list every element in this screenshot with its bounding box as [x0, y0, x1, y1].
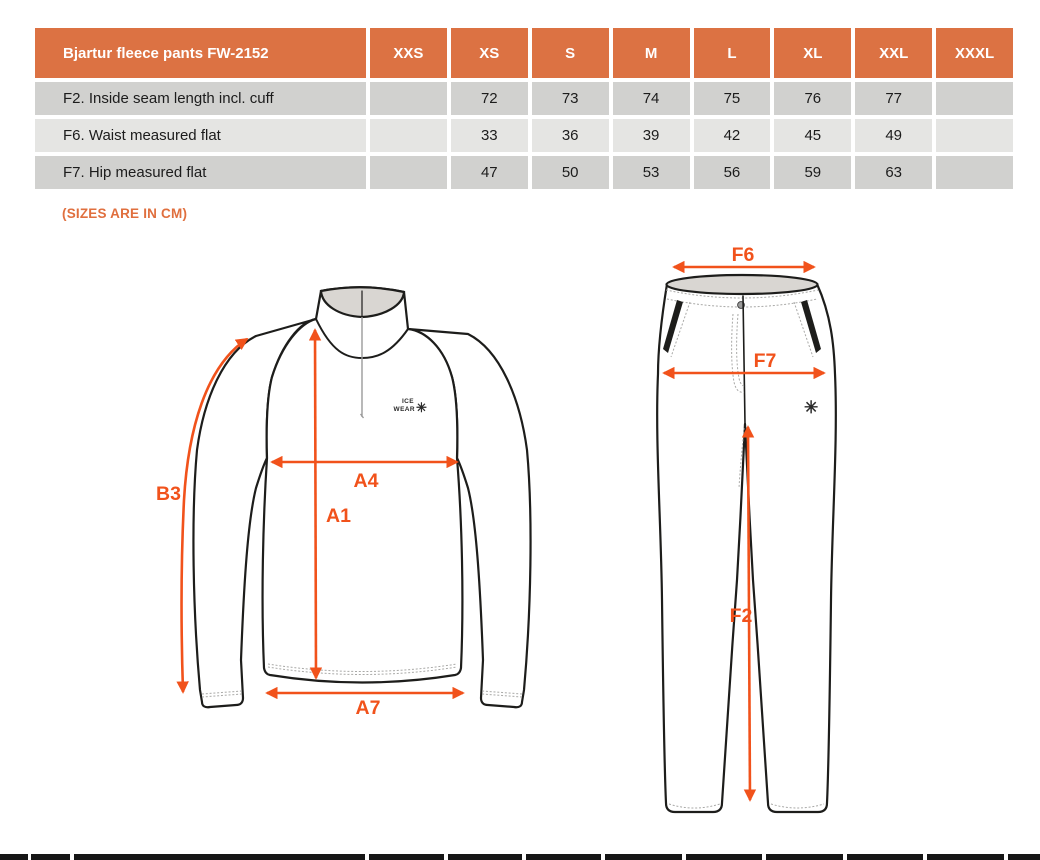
row-label-f6: F6. Waist measured flat: [35, 119, 366, 152]
f6-label: F6: [732, 244, 755, 266]
size-header-xs: XS: [450, 28, 528, 78]
fly-stitch: [731, 313, 747, 393]
fleece-zipper: [359, 317, 365, 419]
icewear-logo-text-bottom: WEAR: [394, 406, 415, 413]
b3-sleeve-arrow: [176, 337, 249, 694]
value-cell: 74: [612, 82, 690, 115]
cutoff-table-edge-segment: [1008, 854, 1040, 860]
value-cell: 49: [855, 119, 933, 152]
cutoff-table-edge-segment: [0, 854, 28, 860]
units-note: (SIZES ARE IN CM): [62, 206, 188, 221]
size-header-l: L: [693, 28, 771, 78]
cutoff-table-edge-segment: [526, 854, 601, 860]
pants-hem-stitch: [668, 803, 825, 809]
value-cell: 72: [450, 82, 528, 115]
a1-length-arrow: [308, 328, 323, 680]
value-cell: 36: [531, 119, 609, 152]
cutoff-table-edge-segment: [927, 854, 1004, 860]
waistband-stitch: [665, 289, 819, 308]
cutoff-table-edge-segment: [686, 854, 762, 860]
snowflake-icon: ✳: [804, 398, 818, 417]
cutoff-table-edge-segment: [74, 854, 365, 860]
size-chart-table: Bjartur fleece pants FW-2152 XXS XS S M …: [35, 28, 1013, 189]
size-header-xxs: XXS: [370, 28, 447, 78]
fleece-top-diagram: ICE WEAR ✳ B3 A4 A1 A7: [156, 286, 532, 719]
value-cell: 50: [531, 156, 609, 189]
a7-label: A7: [356, 697, 381, 719]
size-header-xl: XL: [774, 28, 852, 78]
value-cell: [370, 119, 447, 152]
row-label-f2: F2. Inside seam length incl. cuff: [35, 82, 366, 115]
value-cell: 76: [774, 82, 852, 115]
value-cell: 47: [450, 156, 528, 189]
value-cell: [936, 119, 1013, 152]
b3-label: B3: [156, 483, 181, 505]
a4-label: A4: [354, 470, 379, 492]
value-cell: 42: [693, 119, 771, 152]
value-cell: 63: [855, 156, 933, 189]
cutoff-table-edge-segment: [766, 854, 843, 860]
value-cell: 75: [693, 82, 771, 115]
value-cell: 53: [612, 156, 690, 189]
value-cell: 39: [612, 119, 690, 152]
size-header-xxl: XXL: [855, 28, 933, 78]
size-header-m: M: [612, 28, 690, 78]
snowflake-icon: ✳: [416, 400, 427, 415]
product-header-cell: Bjartur fleece pants FW-2152: [35, 28, 366, 78]
cutoff-table-edge-segment: [369, 854, 444, 860]
right-pocket-opening: [801, 300, 821, 353]
value-cell: [936, 156, 1013, 189]
pants-body: [656, 282, 837, 814]
value-cell: 56: [693, 156, 771, 189]
a1-label: A1: [326, 505, 351, 527]
pants-waist-opening: [665, 273, 819, 296]
f2-inseam-arrow: [741, 425, 757, 802]
size-header-s: S: [531, 28, 609, 78]
value-cell: [936, 82, 1013, 115]
value-cell: 77: [855, 82, 933, 115]
cutoff-table-edge-segment: [31, 854, 70, 860]
value-cell: [370, 156, 447, 189]
f2-label: F2: [730, 605, 753, 627]
size-header-xxxl: XXXL: [936, 28, 1013, 78]
row-label-f7: F7. Hip measured flat: [35, 156, 366, 189]
pants-diagram: ✳ F6 F7 F2: [656, 244, 837, 814]
cutoff-table-edge-segment: [448, 854, 522, 860]
fly-center-seam: [742, 295, 746, 425]
cutoff-table-edge-segment: [847, 854, 923, 860]
value-cell: 73: [531, 82, 609, 115]
cutoff-table-edge-segment: [605, 854, 682, 860]
value-cell: 59: [774, 156, 852, 189]
icewear-logo-text-top: ICE: [402, 398, 414, 405]
f7-label: F7: [754, 350, 777, 372]
value-cell: [370, 82, 447, 115]
value-cell: 45: [774, 119, 852, 152]
left-pocket-opening: [663, 300, 683, 353]
value-cell: 33: [450, 119, 528, 152]
